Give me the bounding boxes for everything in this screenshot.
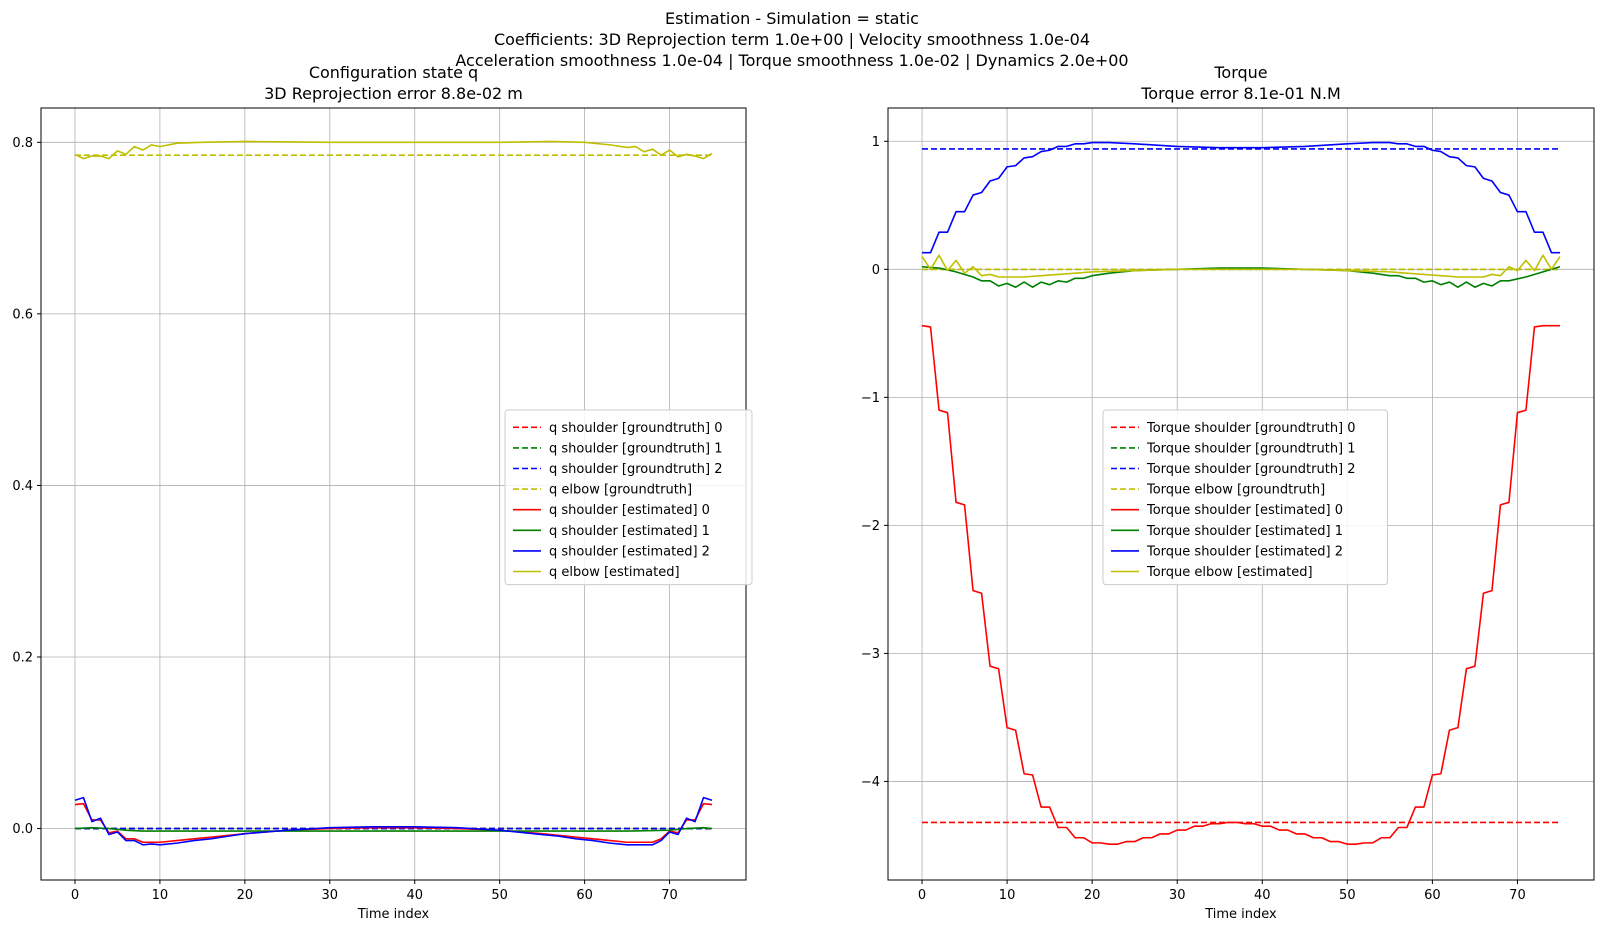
axes-title: Configuration state q [309, 63, 478, 82]
series-lines [921, 141, 1561, 845]
x-tick-label: 10 [152, 888, 169, 903]
legend-label: Torque shoulder [estimated] 0 [1146, 503, 1343, 518]
y-tick-label: −2 [861, 519, 880, 534]
legend-box [504, 409, 753, 586]
legend-label: q shoulder [estimated] 1 [549, 524, 710, 539]
x-tick-label: 60 [1424, 888, 1441, 903]
y-tick-label: 0 [872, 263, 880, 278]
x-tick-label: 70 [661, 888, 678, 903]
y-tick-label: 0.4 [12, 479, 33, 494]
legend: Torque shoulder [groundtruth] 0 Torque sh… [1102, 409, 1388, 586]
x-tick-label: 0 [918, 888, 926, 903]
legend-label: Torque shoulder [groundtruth] 2 [1146, 462, 1356, 477]
y-tick-label: −1 [861, 391, 880, 406]
legend-label: Torque elbow [estimated] [1146, 565, 1313, 580]
series-line-4 [921, 324, 1560, 845]
series-lines [74, 140, 713, 846]
figure-title-line-2: Coefficients: 3D Reprojection term 1.0e+… [494, 30, 1090, 49]
x-tick-label: 20 [1084, 888, 1101, 903]
figure-title: Estimation - Simulation = static Coeffic… [455, 9, 1128, 70]
legend-label: Torque elbow [groundtruth] [1146, 483, 1325, 498]
y-tick-label: 1 [872, 135, 880, 150]
legend: q shoulder [groundtruth] 0 q shoulder [gr… [504, 409, 753, 586]
series-line-6 [922, 141, 1560, 254]
figure-title-line-3: Acceleration smoothness 1.0e-04 | Torque… [455, 51, 1128, 70]
legend-label: Torque shoulder [groundtruth] 0 [1146, 421, 1356, 436]
series-line-6 [74, 796, 713, 846]
x-tick-label: 30 [322, 888, 339, 903]
legend-label: Torque shoulder [estimated] 2 [1146, 544, 1343, 559]
legend-label: q elbow [estimated] [549, 565, 680, 580]
y-tick-label: 0.2 [12, 650, 33, 665]
x-tick-label: 0 [71, 888, 79, 903]
x-tick-label: 50 [491, 888, 508, 903]
x-tick-label: 40 [406, 888, 423, 903]
x-tick-label: 20 [237, 888, 254, 903]
x-tick-label: 70 [1509, 888, 1526, 903]
y-tick-label: −4 [861, 775, 880, 790]
series-line-4 [74, 802, 713, 844]
series-line-5 [74, 826, 713, 832]
legend-label: Torque shoulder [groundtruth] 1 [1146, 441, 1356, 456]
series-line-5 [921, 265, 1561, 289]
x-tick-label: 40 [1254, 888, 1271, 903]
x-axis-label: Time index [1204, 907, 1277, 922]
legend-box [1102, 409, 1388, 586]
legend-label: Torque shoulder [estimated] 1 [1146, 524, 1343, 539]
legend-label: q shoulder [estimated] 2 [549, 544, 710, 559]
series-line-7 [921, 254, 1561, 278]
x-axis-label: Time index [357, 907, 430, 922]
legend-label: q shoulder [estimated] 0 [549, 503, 710, 518]
legend-label: q elbow [groundtruth] [549, 483, 692, 498]
y-tick-label: 0.8 [12, 136, 33, 151]
x-tick-label: 60 [576, 888, 593, 903]
x-tick-label: 10 [999, 888, 1016, 903]
y-tick-label: −3 [861, 647, 880, 662]
axes-frame [887, 107, 1595, 881]
y-tick-label: 0.0 [12, 822, 33, 837]
legend-label: q shoulder [groundtruth] 0 [549, 421, 723, 436]
x-tick-label: 30 [1169, 888, 1186, 903]
legend-label: q shoulder [groundtruth] 1 [549, 441, 723, 456]
axes-title: Torque [1213, 63, 1267, 82]
axes-subtitle: 3D Reprojection error 8.8e-02 m [264, 84, 523, 103]
legend-label: q shoulder [groundtruth] 2 [549, 462, 723, 477]
y-tick-label: 0.6 [12, 307, 33, 322]
figure-title-line-1: Estimation - Simulation = static [665, 9, 919, 28]
x-tick-label: 50 [1339, 888, 1356, 903]
series-line-7 [74, 140, 713, 160]
configuration-state-plot: Configuration state q 3D Reprojection err… [12, 63, 753, 922]
axes-subtitle: Torque error 8.1e-01 N.M [1140, 84, 1341, 103]
